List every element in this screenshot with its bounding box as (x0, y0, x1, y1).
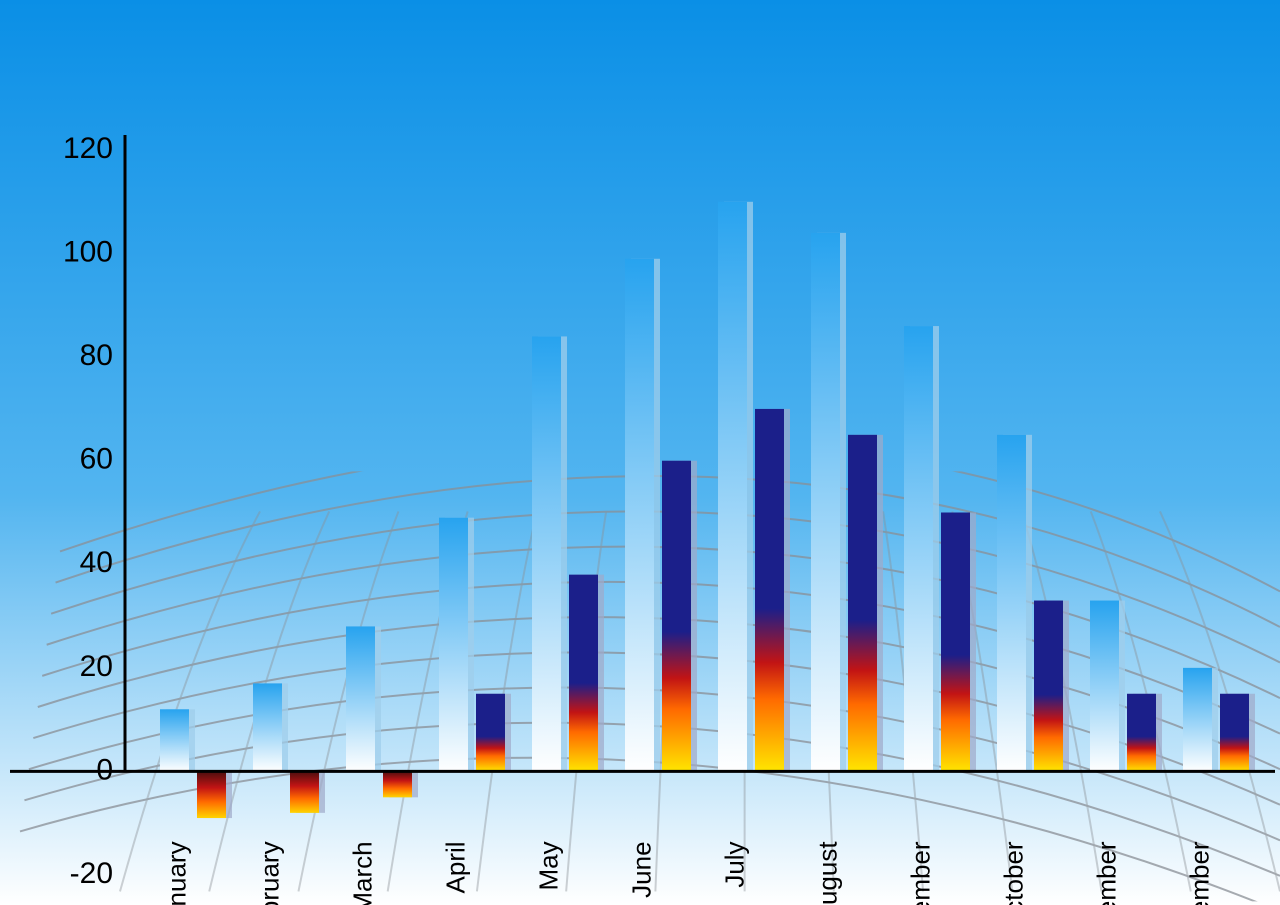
bar-a (346, 626, 375, 771)
bar-a (532, 336, 561, 771)
x-category-label: April (440, 841, 470, 893)
x-category-label: November (1091, 841, 1121, 905)
bar-b (383, 771, 412, 797)
x-category-label: June (626, 841, 656, 897)
x-category-label: September (905, 841, 935, 905)
y-tick-label: 60 (80, 443, 113, 476)
y-tick-label: 0 (96, 753, 113, 786)
bar-b (197, 771, 226, 818)
x-category-label: February (254, 841, 284, 905)
bar-b (1220, 694, 1249, 772)
x-category-label: July (719, 841, 749, 887)
bar-a (718, 202, 747, 772)
bar-b (1034, 601, 1063, 772)
y-tick-label: 100 (63, 235, 113, 268)
y-tick-label: 80 (80, 339, 113, 372)
bar-a (1090, 601, 1119, 772)
y-tick-label: 120 (63, 132, 113, 165)
bar-a (253, 683, 282, 771)
chart-svg: -20 0 20 40 60 80 100 120 January February March A… (0, 0, 1280, 905)
bar-b (941, 513, 970, 772)
bar-a (1183, 668, 1212, 772)
bar-a (160, 709, 189, 771)
bar-b (755, 409, 784, 772)
x-category-label: January (161, 841, 191, 905)
bar-b (569, 575, 598, 772)
bar-b (662, 461, 691, 772)
bar-b (848, 435, 877, 772)
bar-b (476, 694, 505, 772)
bar-a (439, 518, 468, 772)
y-tick-label: 20 (80, 650, 113, 683)
bar-a (625, 259, 654, 772)
bar-a (811, 233, 840, 772)
bar-b (1127, 694, 1156, 772)
x-category-label: December (1184, 841, 1214, 905)
x-category-label: October (998, 841, 1028, 905)
x-category-label: August (812, 841, 842, 905)
bar-a (904, 326, 933, 771)
y-tick-label: -20 (70, 857, 113, 890)
x-category-label: March (347, 841, 377, 905)
y-tick-label: 40 (80, 546, 113, 579)
bar-b (290, 771, 319, 812)
bar-a (997, 435, 1026, 772)
chart-container: { "chart": { "type": "bar", "width": 128… (0, 0, 1280, 905)
x-category-label: May (533, 841, 563, 890)
